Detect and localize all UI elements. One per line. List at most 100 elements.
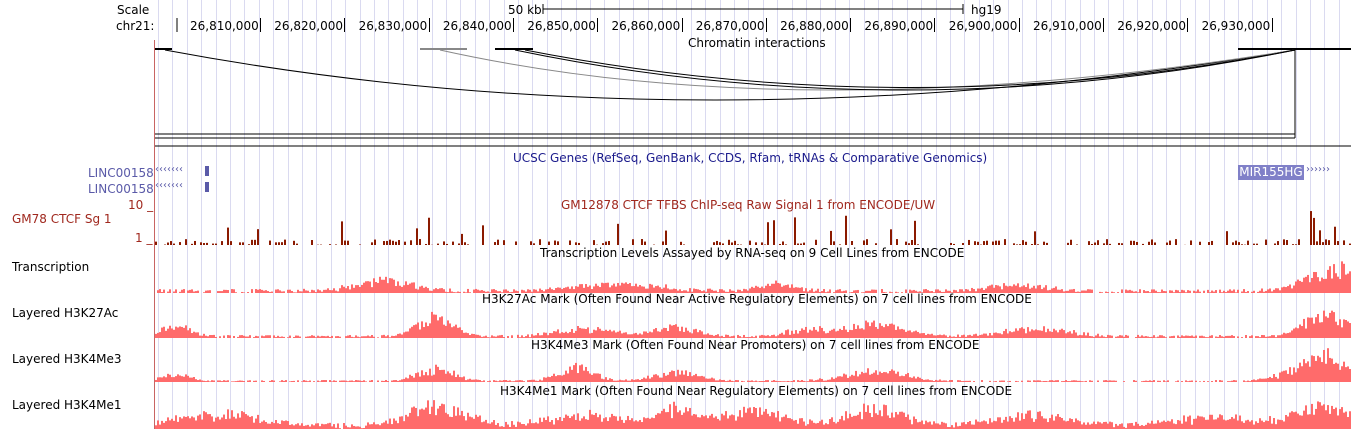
signal-bar (181, 376, 183, 382)
signal-bar (843, 326, 845, 338)
signal-bar (659, 331, 661, 338)
signal-bar (869, 412, 871, 429)
signal-bar (855, 415, 857, 429)
signal-bar (769, 285, 771, 293)
gene-label-linc00158-2[interactable]: LINC00158 (88, 182, 154, 196)
signal-bar (803, 380, 805, 382)
signal-bar (841, 376, 843, 382)
signal-bar (693, 375, 695, 382)
signal-bar (157, 290, 159, 293)
h3k27ac-signal[interactable] (155, 302, 1351, 338)
signal-bar (785, 330, 787, 338)
signal-bar (851, 292, 853, 293)
signal-bar (457, 407, 459, 429)
grid-line (1180, 0, 1182, 429)
track-border (154, 40, 155, 429)
signal-bar (833, 292, 835, 293)
signal-bar (1311, 355, 1313, 382)
signal-bar (1099, 291, 1101, 293)
signal-bar (589, 373, 591, 382)
signal-bar (395, 420, 397, 429)
signal-bar (539, 379, 541, 382)
signal-bar (761, 334, 763, 338)
signal-bar (881, 416, 883, 429)
signal-bar (665, 328, 667, 338)
signal-bar (571, 369, 573, 382)
signal-bar (345, 425, 347, 429)
signal-bar (795, 330, 797, 338)
signal-bar (545, 289, 547, 293)
signal-bar (633, 421, 635, 429)
signal-bar (511, 291, 513, 293)
signal-bar (1213, 419, 1215, 429)
signal-bar (889, 323, 891, 338)
signal-bar (427, 326, 429, 338)
signal-bar (1295, 372, 1297, 382)
signal-bar (343, 286, 345, 293)
chromatin-arcs[interactable] (0, 0, 1351, 150)
h3k4me1-signal[interactable] (155, 394, 1351, 429)
signal-bar (595, 330, 597, 338)
signal-bar (467, 412, 469, 429)
gene-mir155hg[interactable]: MIR155HG (1238, 165, 1304, 180)
signal-bar (763, 335, 765, 338)
grid-lines (155, 0, 1351, 429)
ctcf-signal[interactable] (155, 205, 1351, 245)
signal-bar (687, 375, 689, 382)
signal-bar (449, 416, 451, 429)
signal-bar (845, 374, 847, 382)
signal-bar (747, 337, 749, 338)
ruler-tick (260, 18, 261, 32)
signal-bar (365, 281, 367, 293)
signal-bar (415, 288, 417, 293)
signal-bar (739, 289, 741, 293)
h3k27ac-label[interactable]: Layered H3K27Ac (12, 306, 119, 320)
signal-bar (1325, 410, 1327, 429)
h3k4me3-signal[interactable] (155, 348, 1351, 382)
h3k4me3-label[interactable]: Layered H3K4Me3 (12, 352, 122, 366)
signal-bar (1149, 292, 1151, 293)
grid-line (172, 0, 174, 429)
signal-bar (831, 329, 833, 338)
signal-bar (733, 415, 735, 429)
signal-bar (569, 418, 571, 429)
signal-bar (699, 417, 701, 429)
signal-bar (1041, 289, 1043, 293)
signal-bar (929, 334, 931, 338)
signal-bar (601, 282, 603, 293)
signal-bar (1181, 423, 1183, 429)
signal-bar (1009, 285, 1011, 293)
signal-bar (837, 289, 839, 293)
signal-bar (469, 334, 471, 338)
signal-bar (1051, 331, 1053, 338)
signal-bar (1187, 381, 1189, 382)
signal-bar (1057, 414, 1059, 429)
gene-label-linc00158-1[interactable]: LINC00158 (88, 166, 154, 180)
signal-bar (443, 369, 445, 382)
signal-bar (587, 371, 589, 382)
signal-bar (745, 412, 747, 429)
h3k4me1-label[interactable]: Layered H3K4Me1 (12, 398, 122, 412)
signal-bar (1049, 331, 1051, 338)
signal-bar (931, 424, 933, 429)
signal-bar (1253, 290, 1255, 293)
signal-bar (1219, 414, 1221, 429)
signal-bar (759, 335, 761, 338)
transcription-signal[interactable] (155, 255, 1351, 293)
signal-bar (1005, 328, 1007, 338)
transcription-label[interactable]: Transcription (12, 260, 90, 274)
signal-bar (1313, 271, 1315, 293)
signal-bar (703, 290, 705, 293)
signal-bar (523, 381, 525, 382)
ctcf-bar (1286, 240, 1288, 245)
signal-bar (593, 329, 595, 338)
signal-bar (1103, 380, 1105, 382)
signal-bar (969, 334, 971, 338)
ctcf-label[interactable]: GM78 CTCF Sg 1 (12, 212, 112, 226)
signal-bar (205, 335, 207, 338)
signal-bar (1045, 285, 1047, 293)
signal-bar (387, 423, 389, 429)
signal-bar (1327, 269, 1329, 293)
signal-bar (863, 403, 865, 429)
ruler-position: 26,840,000 (442, 19, 512, 33)
